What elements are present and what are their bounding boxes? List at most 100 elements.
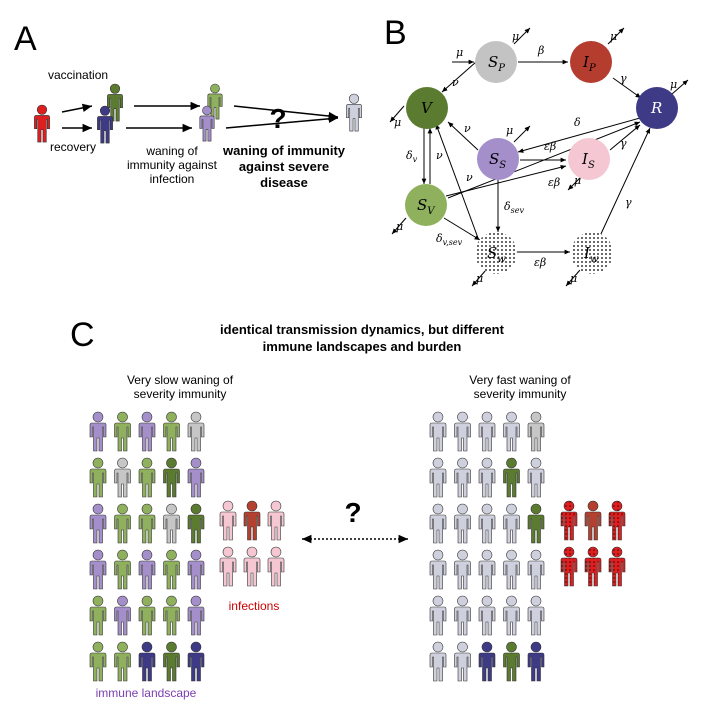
person-icon — [187, 411, 205, 452]
person-recovery-waned-icon — [199, 105, 215, 142]
rate-delta-v: δv — [406, 149, 418, 164]
panel-a: vaccination recovery waning of immunity … — [34, 68, 362, 190]
rate-mu-R: μ — [670, 78, 677, 91]
outflow-Iw — [565, 269, 581, 287]
person-icon — [429, 411, 447, 452]
person-icon — [454, 595, 471, 636]
person-icon — [454, 411, 471, 452]
person-icon — [187, 595, 205, 636]
left-infections-group — [219, 500, 285, 587]
node-IP-label: IP — [582, 53, 596, 74]
node-SP-label: SP — [488, 53, 505, 74]
rate-delta-vsev: δv,sev — [436, 232, 463, 247]
panel-c-question-mark: ? — [344, 497, 361, 528]
edge-IP-R — [612, 77, 642, 99]
recovery-label: recovery — [50, 140, 96, 154]
panel-b: SP IP V R SS IS SV Sw Iw μ β γ ν μ μ μ μ… — [389, 27, 689, 287]
person-icon — [163, 503, 180, 544]
person-vaccinated-icon — [107, 83, 123, 122]
person-icon — [527, 411, 545, 452]
outflow-IP — [607, 27, 625, 45]
person-icon — [527, 549, 545, 590]
rate-mu-SP: μ — [512, 30, 519, 43]
panel-c-title-line-2: immune landscapes and burden — [263, 339, 462, 354]
person-icon — [89, 411, 107, 452]
person-icon — [219, 500, 237, 541]
rate-mu-IP: μ — [610, 30, 617, 43]
person-icon — [163, 641, 180, 682]
person-icon — [584, 546, 602, 587]
outflow-Sw — [471, 269, 487, 287]
rate-mu-SV: μ — [396, 220, 403, 233]
outflow-SV — [391, 217, 407, 235]
person-icon — [187, 549, 205, 590]
person-icon — [454, 503, 471, 544]
person-vaccine-waned-icon — [207, 83, 223, 120]
arrow-vaccination — [61, 103, 93, 113]
rate-mu-Sw: μ — [476, 272, 483, 285]
outflow-SS — [513, 125, 531, 143]
right-population-grid — [429, 411, 545, 682]
immune-landscape-label: immune landscape — [96, 686, 197, 700]
vaccination-label: vaccination — [48, 68, 108, 82]
edge-SP-V — [441, 61, 477, 93]
left-caption-line-1: Very slow waning of — [127, 373, 234, 387]
outflow-SP — [513, 27, 531, 45]
person-icon — [187, 503, 205, 544]
node-Sw — [475, 232, 517, 274]
node-IS-label: IS — [581, 150, 595, 171]
person-icon — [608, 546, 626, 587]
person-icon — [163, 457, 180, 498]
person-recovered-icon — [97, 105, 113, 144]
panel-label-a: A — [14, 20, 37, 58]
right-caption-line-1: Very fast waning of — [469, 373, 571, 387]
infections-label: infections — [229, 599, 280, 613]
node-SS — [477, 138, 519, 180]
person-icon — [503, 595, 520, 636]
person-icon — [114, 641, 131, 682]
node-V — [406, 87, 448, 129]
person-icon — [584, 500, 602, 541]
node-IS — [568, 138, 610, 180]
person-icon — [527, 595, 545, 636]
person-infected-icon — [34, 104, 50, 143]
person-icon — [429, 549, 447, 590]
person-icon — [138, 411, 156, 452]
right-infections-group — [560, 500, 626, 587]
rate-nu-SP: ν — [452, 76, 459, 89]
person-icon — [503, 457, 520, 498]
node-Sw-label: Sw — [487, 244, 506, 265]
node-R-label: R — [650, 99, 662, 117]
person-icon — [478, 549, 496, 590]
left-caption-line-2: severity immunity — [134, 387, 227, 401]
person-icon — [527, 641, 545, 682]
rate-nu-SS: ν — [464, 122, 471, 135]
panel-c-title-line-1: identical transmission dynamics, but dif… — [220, 322, 505, 337]
rate-nu-V: ν — [436, 149, 443, 162]
outflow-R — [671, 79, 689, 95]
person-icon — [478, 457, 496, 498]
node-Iw — [571, 232, 613, 274]
person-icon — [114, 595, 131, 636]
person-icon — [267, 500, 285, 541]
waning-severe-line-3: disease — [260, 175, 308, 190]
person-icon — [89, 595, 107, 636]
panel-c: identical transmission dynamics, but dif… — [89, 322, 626, 700]
person-icon — [138, 595, 156, 636]
person-icon — [503, 549, 520, 590]
edge-Iw-R — [599, 127, 651, 237]
person-icon — [187, 457, 205, 498]
rate-beta: β — [537, 44, 544, 57]
waning-infection-line-3: infection — [150, 172, 195, 186]
waning-infection-line-2: immunity against — [127, 158, 218, 172]
person-icon — [454, 457, 471, 498]
node-Iw-label: Iw — [583, 244, 599, 265]
person-icon — [527, 457, 545, 498]
person-icon — [243, 546, 261, 587]
person-icon — [163, 595, 180, 636]
person-icon — [429, 641, 447, 682]
node-SP — [475, 41, 517, 83]
person-icon — [138, 641, 156, 682]
edge-Sw-V — [435, 123, 479, 239]
person-icon — [89, 549, 107, 590]
